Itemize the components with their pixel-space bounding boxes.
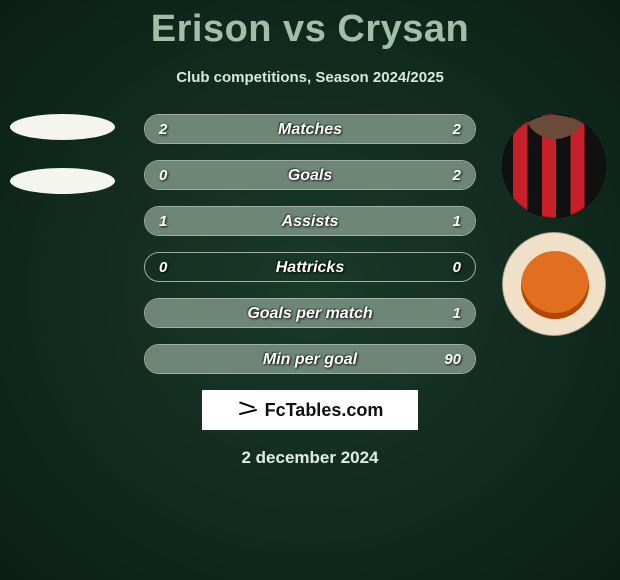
subtitle: Club competitions, Season 2024/2025 — [0, 69, 620, 86]
stat-label: Goals per match — [145, 299, 475, 328]
stat-value-left: 1 — [159, 207, 167, 236]
stat-row: Assists1 1 — [144, 206, 476, 236]
stat-row: Goals0 2 — [144, 160, 476, 190]
stat-value-left: 0 — [159, 161, 167, 190]
fctables-icon — [237, 401, 259, 419]
stat-value-right: 2 — [453, 115, 461, 144]
stat-rows: Matches22Goals02Assists11Hattricks00Goal… — [144, 114, 476, 374]
page-title: Erison vs Crysan — [0, 0, 620, 51]
stat-label: Assists — [145, 207, 475, 236]
stat-value-right: 90 — [444, 345, 461, 374]
stat-value-left: 0 — [159, 253, 167, 282]
brand-label: FcTables.com — [265, 400, 384, 421]
stat-value-right: 1 — [453, 299, 461, 328]
stat-row: Min per goal90 — [144, 344, 476, 374]
stat-row: Goals per match1 — [144, 298, 476, 328]
stat-label: Goals — [145, 161, 475, 190]
stat-value-right: 2 — [453, 161, 461, 190]
team-logo — [502, 232, 606, 336]
right-player-avatars — [502, 114, 606, 350]
player-photo-placeholder — [10, 114, 115, 140]
comparison-area: Matches22Goals02Assists11Hattricks00Goal… — [0, 114, 620, 374]
stat-value-right: 1 — [453, 207, 461, 236]
stat-label: Min per goal — [145, 345, 475, 374]
stat-value-left: 2 — [159, 115, 167, 144]
player-photo — [502, 114, 606, 218]
date-text: 2 december 2024 — [0, 448, 620, 468]
stat-value-right: 0 — [453, 253, 461, 282]
team-logo-placeholder — [10, 168, 115, 194]
brand-box: FcTables.com — [202, 390, 418, 430]
stat-row: Hattricks0 0 — [144, 252, 476, 282]
stat-label: Matches — [145, 115, 475, 144]
left-player-placeholders — [10, 114, 115, 222]
stat-label: Hattricks — [145, 253, 475, 282]
stat-row: Matches2 2 — [144, 114, 476, 144]
